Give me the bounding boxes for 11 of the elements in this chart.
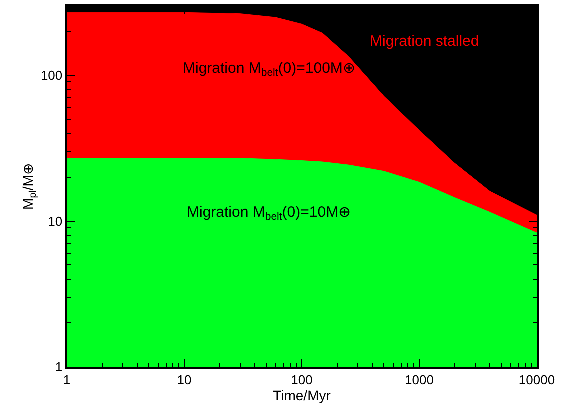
x-tick-label: 100 (291, 372, 313, 388)
x-tick-label: 10 (177, 372, 192, 388)
y-tick-label: 1 (55, 360, 63, 375)
annotation: Migration stalled (370, 33, 480, 50)
x-axis-title: Time/Myr (273, 387, 332, 404)
x-tick-label: 10000 (518, 372, 556, 388)
series-label: Migration M$_{belt}$(0)=10M⊕ (187, 204, 352, 224)
y-tick-label: 10 (48, 214, 63, 229)
y-tick-label: 100 (40, 68, 63, 84)
series-label: Migration M$_{belt}$(0)=100M⊕ (183, 60, 356, 80)
x-tick-label: 1000 (405, 372, 434, 388)
